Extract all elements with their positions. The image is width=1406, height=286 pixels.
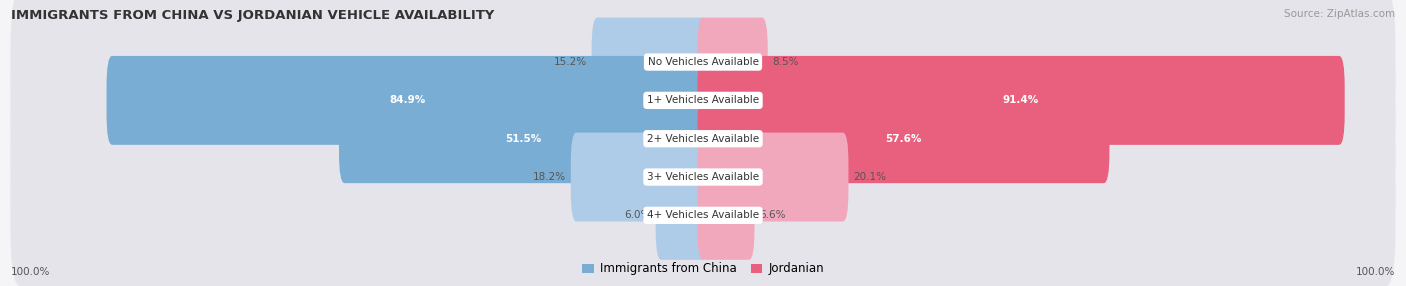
Text: 6.0%: 6.0% [624, 210, 651, 220]
FancyBboxPatch shape [697, 56, 1344, 145]
FancyBboxPatch shape [571, 133, 709, 221]
Text: 84.9%: 84.9% [389, 96, 426, 105]
Text: 51.5%: 51.5% [506, 134, 541, 144]
Text: 1+ Vehicles Available: 1+ Vehicles Available [647, 96, 759, 105]
FancyBboxPatch shape [10, 144, 1396, 286]
Legend: Immigrants from China, Jordanian: Immigrants from China, Jordanian [578, 258, 828, 280]
Text: 3+ Vehicles Available: 3+ Vehicles Available [647, 172, 759, 182]
Text: 100.0%: 100.0% [1355, 267, 1395, 277]
Text: 18.2%: 18.2% [533, 172, 565, 182]
Text: No Vehicles Available: No Vehicles Available [648, 57, 758, 67]
FancyBboxPatch shape [107, 56, 709, 145]
FancyBboxPatch shape [10, 106, 1396, 248]
FancyBboxPatch shape [339, 94, 709, 183]
Text: 8.5%: 8.5% [773, 57, 799, 67]
FancyBboxPatch shape [10, 67, 1396, 210]
FancyBboxPatch shape [697, 18, 768, 106]
FancyBboxPatch shape [10, 29, 1396, 172]
Text: Source: ZipAtlas.com: Source: ZipAtlas.com [1284, 9, 1395, 19]
FancyBboxPatch shape [592, 18, 709, 106]
Text: 15.2%: 15.2% [554, 57, 586, 67]
Text: 20.1%: 20.1% [853, 172, 886, 182]
FancyBboxPatch shape [697, 171, 755, 260]
Text: 6.6%: 6.6% [759, 210, 786, 220]
Text: 2+ Vehicles Available: 2+ Vehicles Available [647, 134, 759, 144]
Text: 4+ Vehicles Available: 4+ Vehicles Available [647, 210, 759, 220]
FancyBboxPatch shape [655, 171, 709, 260]
FancyBboxPatch shape [697, 133, 848, 221]
Text: 100.0%: 100.0% [11, 267, 51, 277]
Text: 57.6%: 57.6% [886, 134, 921, 144]
FancyBboxPatch shape [697, 94, 1109, 183]
Text: 91.4%: 91.4% [1002, 96, 1039, 105]
Text: IMMIGRANTS FROM CHINA VS JORDANIAN VEHICLE AVAILABILITY: IMMIGRANTS FROM CHINA VS JORDANIAN VEHIC… [11, 9, 495, 21]
FancyBboxPatch shape [10, 0, 1396, 133]
